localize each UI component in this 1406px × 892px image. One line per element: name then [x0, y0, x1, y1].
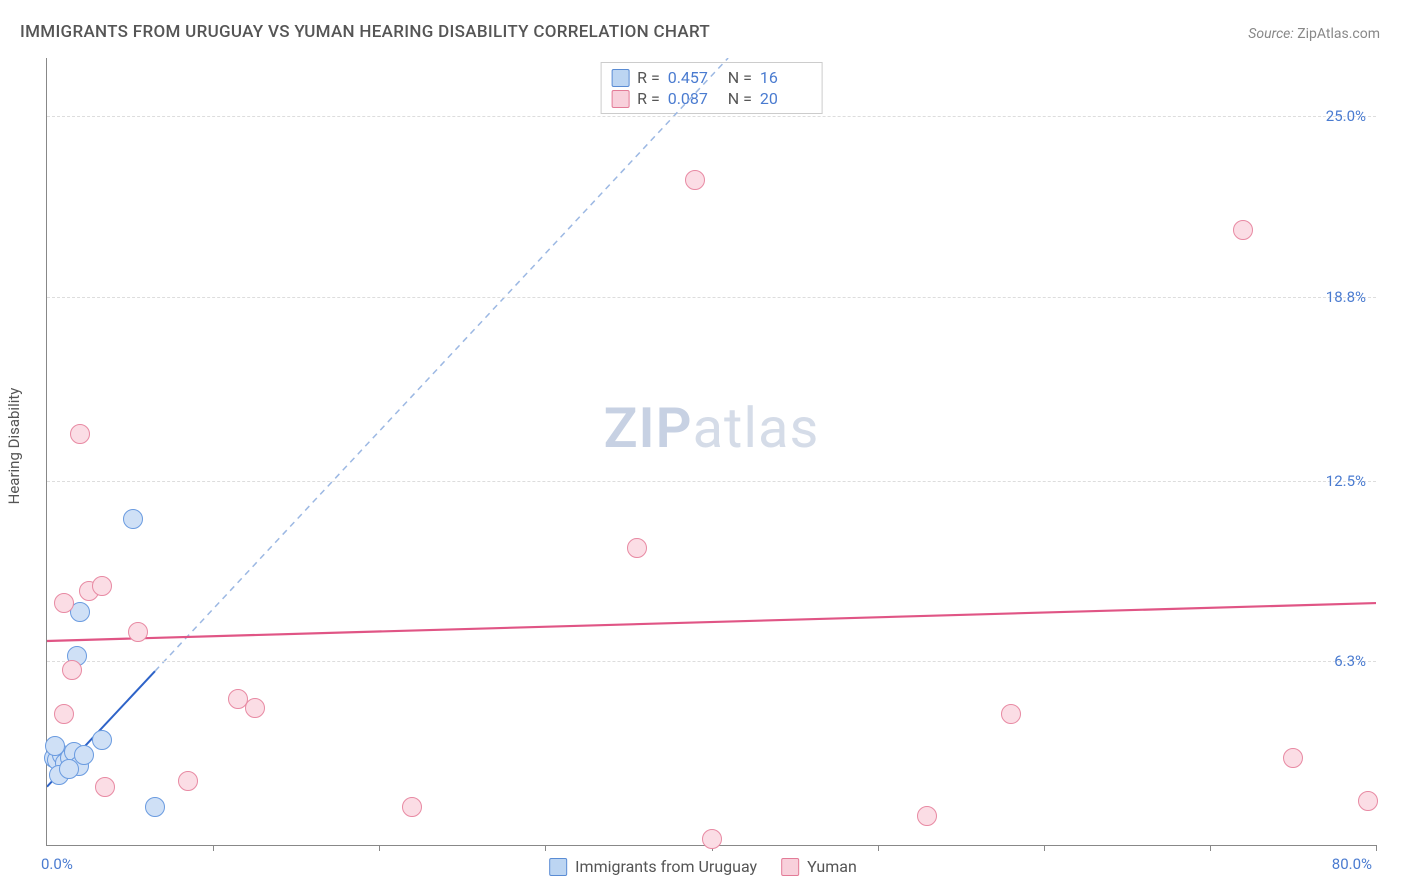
data-point-yuman: [627, 538, 647, 558]
data-point-yuman: [1358, 791, 1378, 811]
data-point-uruguay: [45, 736, 65, 756]
data-point-uruguay: [145, 797, 165, 817]
n-value-yuman: 20: [760, 89, 812, 108]
watermark-zip: ZIP: [604, 395, 693, 461]
n-label: N =: [728, 89, 752, 108]
legend-series: Immigrants from Uruguay Yuman: [549, 857, 857, 876]
x-axis-min-label: 0.0%: [41, 855, 73, 873]
swatch-yuman: [781, 858, 799, 876]
x-tick: [1044, 845, 1045, 851]
swatch-uruguay: [549, 858, 567, 876]
data-point-yuman: [92, 576, 112, 596]
source-label: Source:: [1248, 26, 1293, 42]
watermark: ZIPatlas: [604, 395, 820, 461]
x-tick: [1210, 845, 1211, 851]
y-tick-label: 6.3%: [1334, 652, 1366, 670]
source-value: ZipAtlas.com: [1297, 26, 1380, 42]
data-point-yuman: [62, 660, 82, 680]
r-label: R =: [637, 68, 660, 87]
chart-title: IMMIGRANTS FROM URUGUAY VS YUMAN HEARING…: [20, 22, 710, 42]
legend-item-yuman: Yuman: [781, 857, 857, 876]
data-point-yuman: [917, 806, 937, 826]
data-point-yuman: [402, 797, 422, 817]
trend-lines: [47, 58, 1376, 845]
gridline: [47, 481, 1376, 482]
n-label: N =: [728, 68, 752, 87]
y-axis-label: Hearing Disability: [5, 388, 23, 505]
data-point-yuman: [54, 593, 74, 613]
legend-label-yuman: Yuman: [807, 857, 857, 876]
data-point-uruguay: [74, 745, 94, 765]
gridline: [47, 116, 1376, 117]
x-tick: [1376, 845, 1377, 851]
r-value-yuman: 0.087: [668, 89, 720, 108]
r-label: R =: [637, 89, 660, 108]
gridline: [47, 661, 1376, 662]
legend-row-uruguay: R = 0.457 N = 16: [611, 67, 812, 88]
data-point-yuman: [685, 170, 705, 190]
data-point-yuman: [70, 424, 90, 444]
data-point-yuman: [178, 771, 198, 791]
data-point-yuman: [54, 704, 74, 724]
data-point-yuman: [95, 777, 115, 797]
legend-stats: R = 0.457 N = 16 R = 0.087 N = 20: [600, 62, 823, 114]
data-point-yuman: [1001, 704, 1021, 724]
source-attribution: Source: ZipAtlas.com: [1248, 26, 1380, 42]
data-point-uruguay: [123, 509, 143, 529]
r-value-uruguay: 0.457: [668, 68, 720, 87]
chart-plot-area: ZIPatlas R = 0.457 N = 16 R = 0.087 N = …: [46, 58, 1376, 846]
x-tick: [213, 845, 214, 851]
data-point-uruguay: [59, 759, 79, 779]
y-tick-label: 25.0%: [1326, 107, 1366, 125]
legend-label-uruguay: Immigrants from Uruguay: [575, 857, 757, 876]
x-tick: [379, 845, 380, 851]
data-point-yuman: [128, 622, 148, 642]
watermark-atlas: atlas: [693, 395, 820, 461]
swatch-yuman: [611, 90, 629, 108]
gridline: [47, 297, 1376, 298]
y-tick-label: 18.8%: [1326, 288, 1366, 306]
data-point-yuman: [702, 829, 722, 849]
swatch-uruguay: [611, 69, 629, 87]
data-point-yuman: [1233, 220, 1253, 240]
data-point-uruguay: [92, 730, 112, 750]
x-tick: [545, 845, 546, 851]
legend-item-uruguay: Immigrants from Uruguay: [549, 857, 757, 876]
data-point-yuman: [1283, 748, 1303, 768]
data-point-yuman: [245, 698, 265, 718]
x-axis-max-label: 80.0%: [1332, 855, 1372, 873]
x-tick: [878, 845, 879, 851]
n-value-uruguay: 16: [760, 68, 812, 87]
y-tick-label: 12.5%: [1326, 472, 1366, 490]
legend-row-yuman: R = 0.087 N = 20: [611, 88, 812, 109]
